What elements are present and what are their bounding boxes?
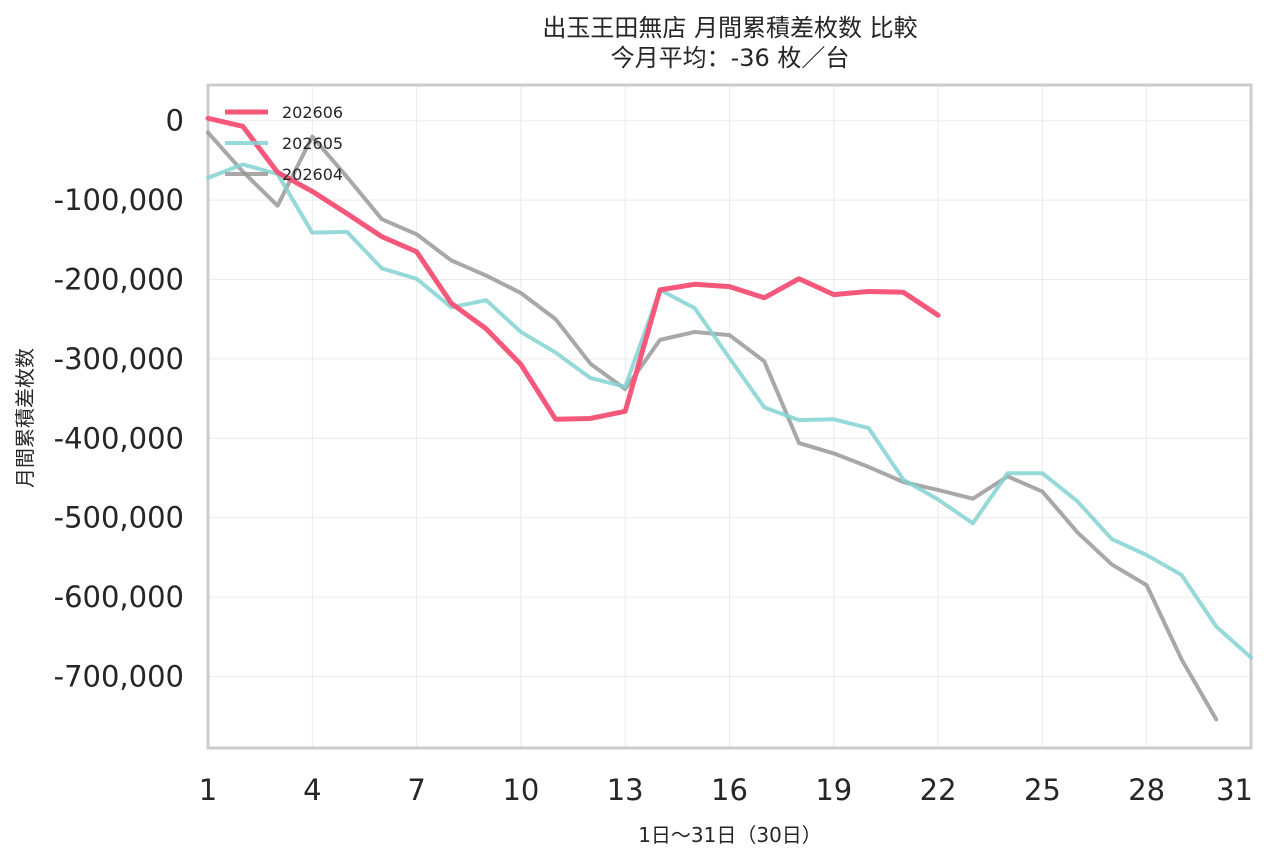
x-tick-label: 4 bbox=[303, 773, 321, 807]
y-axis-label: 月間累積差枚数 bbox=[13, 348, 37, 488]
series-line-202606 bbox=[205, 115, 941, 422]
y-tick-label: -500,000 bbox=[54, 501, 184, 535]
y-tick-label: -600,000 bbox=[54, 580, 184, 614]
plot-frame bbox=[206, 83, 1253, 750]
x-tick-label: 22 bbox=[920, 773, 957, 807]
chart-title: 出玉王田無店 月間累積差枚数 比較 bbox=[542, 14, 917, 42]
x-tick-label: 19 bbox=[815, 773, 852, 807]
x-axis-label: 1日〜31日（30日） bbox=[638, 823, 822, 847]
x-tick-label: 16 bbox=[711, 773, 748, 807]
series-lines bbox=[205, 115, 1253, 722]
x-tick-label: 10 bbox=[502, 773, 539, 807]
x-axis-ticks: 1 4 7 10 13 16 19 22 25 28 31 bbox=[199, 773, 1253, 807]
x-tick-label: 31 bbox=[1216, 773, 1253, 807]
y-tick-label: 0 bbox=[166, 104, 184, 138]
series-line-202605 bbox=[206, 162, 1253, 660]
y-tick-label: -400,000 bbox=[54, 421, 184, 455]
y-axis-ticks: 0 -100,000 -200,000 -300,000 -400,000 -500,00… bbox=[54, 104, 184, 694]
x-tick-label: 1 bbox=[199, 773, 217, 807]
legend-label-202605: 202605 bbox=[282, 134, 343, 153]
y-tick-label: -200,000 bbox=[54, 263, 184, 297]
grid bbox=[207, 85, 1252, 748]
x-tick-label: 7 bbox=[407, 773, 425, 807]
y-tick-label: -300,000 bbox=[54, 342, 184, 376]
x-tick-label: 13 bbox=[607, 773, 644, 807]
legend-label-202604: 202604 bbox=[282, 165, 343, 184]
x-tick-label: 25 bbox=[1024, 773, 1061, 807]
chart-subtitle: 今月平均：-36 枚／台 bbox=[611, 44, 850, 72]
legend-label-202606: 202606 bbox=[282, 103, 343, 122]
x-tick-label: 28 bbox=[1128, 773, 1165, 807]
y-tick-label: -100,000 bbox=[54, 183, 184, 217]
y-tick-label: -700,000 bbox=[54, 660, 184, 694]
legend: 202606 202605 202604 bbox=[225, 103, 343, 184]
